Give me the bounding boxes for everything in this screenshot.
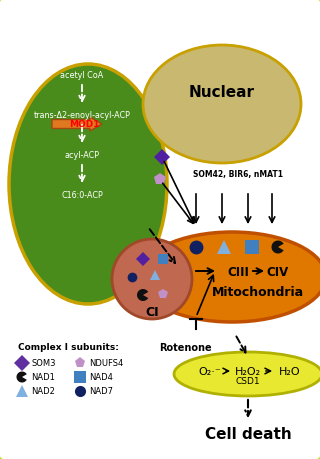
Text: Cell death: Cell death: [204, 426, 292, 442]
Text: CI: CI: [145, 305, 159, 318]
Text: H₂O₂: H₂O₂: [235, 366, 261, 376]
Text: acyl-ACP: acyl-ACP: [65, 150, 100, 159]
Wedge shape: [271, 241, 284, 254]
Ellipse shape: [138, 233, 320, 322]
Text: NAD7: NAD7: [89, 386, 113, 396]
Text: O₂·⁻: O₂·⁻: [199, 366, 221, 376]
Wedge shape: [17, 372, 27, 383]
Ellipse shape: [112, 240, 192, 319]
Text: MOD1: MOD1: [69, 119, 99, 128]
Text: SOM42, BIR6, nMAT1: SOM42, BIR6, nMAT1: [193, 169, 283, 178]
Text: NAD4: NAD4: [89, 373, 113, 382]
Text: Nuclear: Nuclear: [189, 84, 255, 99]
Ellipse shape: [9, 65, 167, 304]
Text: Mitochondria: Mitochondria: [212, 285, 304, 298]
Text: Rotenone: Rotenone: [159, 342, 211, 352]
Text: CSD1: CSD1: [236, 377, 260, 386]
FancyArrow shape: [52, 118, 102, 132]
Wedge shape: [137, 289, 148, 302]
Text: Complex I subunits:: Complex I subunits:: [18, 343, 119, 352]
Text: H₂O: H₂O: [279, 366, 301, 376]
Text: CIII: CIII: [227, 265, 249, 278]
Ellipse shape: [174, 352, 320, 396]
Text: NAD2: NAD2: [31, 386, 55, 396]
Text: C16:0-ACP: C16:0-ACP: [61, 190, 103, 199]
Ellipse shape: [143, 46, 301, 164]
Text: NDUFS4: NDUFS4: [89, 359, 123, 368]
Text: Plastid: Plastid: [59, 38, 117, 52]
Text: trans-Δ2-enoyl-acyl-ACP: trans-Δ2-enoyl-acyl-ACP: [34, 110, 131, 119]
Text: NAD1: NAD1: [31, 373, 55, 382]
Text: SOM3: SOM3: [31, 359, 55, 368]
Text: CIV: CIV: [267, 265, 289, 278]
Text: acetyl CoA: acetyl CoA: [60, 70, 104, 79]
